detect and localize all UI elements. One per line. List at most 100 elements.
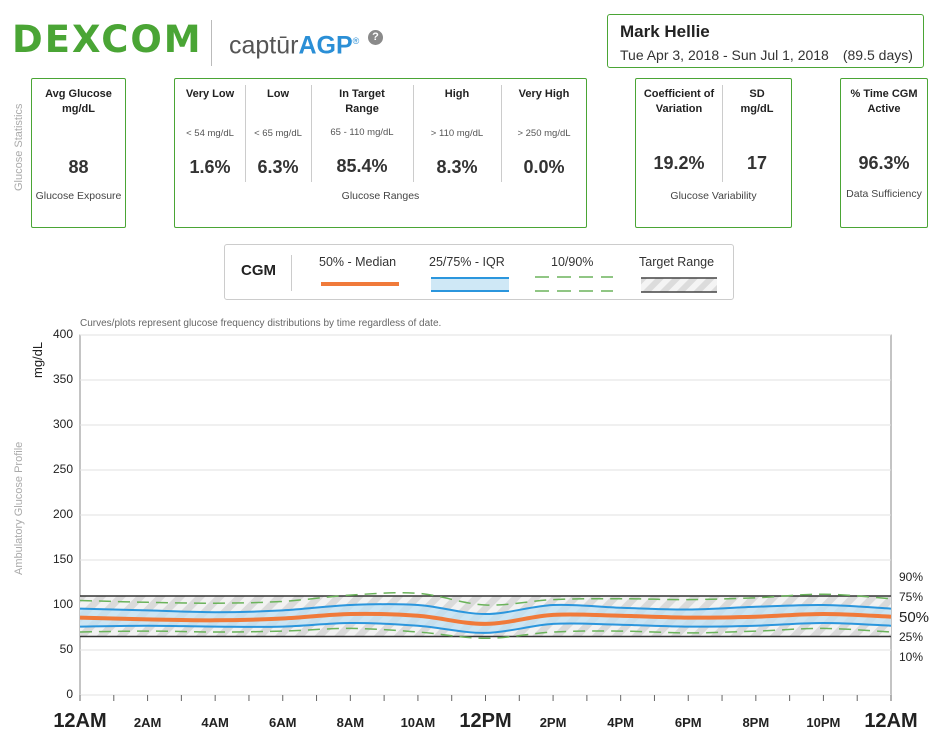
range-value: 85.4% [336,156,388,176]
patient-name: Mark Hellie [620,22,710,41]
y-tick-label: 300 [52,417,73,431]
x-tick-label: 2AM [133,715,162,730]
x-tick-label: 6AM [269,715,297,730]
avg-glucose-value: 88 [68,157,89,177]
range-title: Very Low [185,88,235,100]
cgm-active-caption: Data Sufficiency [846,188,922,200]
legend-p10-90-swatch [535,276,613,292]
avg-glucose-caption: Glucose Exposure [35,190,122,202]
y-tick-label: 0 [66,687,73,701]
y-tick-label: 350 [52,372,73,386]
report-period: Tue Apr 3, 2018 - Sun Jul 1, 2018 (89.5 d… [620,45,923,65]
sd-column: SD mg/dL 17 [722,79,792,227]
cgm-active-box: % Time CGM Active 96.3% Data Sufficiency [840,78,928,228]
range-low: Low < 65 mg/dL 6.3% [245,79,311,227]
cgm-active-value: 96.3% [858,153,910,173]
legend-title: CGM [241,262,276,279]
x-tick-label: 12PM [459,710,512,732]
y-tick-label: 100 [52,597,73,611]
range-title: Low [267,88,289,100]
x-tick-label: 8PM [742,715,770,730]
y-tick-label: 250 [52,462,73,476]
range-threshold: > 110 mg/dL [430,128,484,139]
sd-value: 17 [746,153,768,173]
cv-column: Coefficient of Variation 19.2% [636,79,722,227]
x-tick-label: 12AM [53,710,107,732]
column-divider [413,85,414,182]
x-tick-label: 10AM [400,715,436,730]
percentile-label: 90% [899,570,924,584]
range-title: High [444,88,470,100]
x-tick-label: 6PM [674,715,702,730]
registered-mark: ® [352,36,360,46]
glucose-ranges-box: Very Low < 54 mg/dL 1.6% Low < 65 mg/dL … [174,78,587,228]
percentile-label: 50% [899,609,930,626]
range-threshold: < 65 mg/dL [254,128,302,139]
header-divider [211,20,212,66]
range-threshold: 65 - 110 mg/dL [330,127,394,138]
range-threshold: > 250 mg/dL [517,128,571,139]
x-tick-label: 12AM [864,710,918,732]
legend-target-swatch [641,277,717,293]
x-tick-label: 8AM [336,715,365,730]
day-count: (89.5 days) [842,47,913,63]
range-value: 6.3% [257,157,299,177]
x-tick-label: 4PM [607,715,635,730]
range-high: High > 110 mg/dL 8.3% [413,79,501,227]
glucose-variability-box: Coefficient of Variation 19.2% SD mg/dL … [635,78,792,228]
y-tick-label: 150 [52,552,73,566]
range-value: 8.3% [436,157,478,177]
range-very-low: Very Low < 54 mg/dL 1.6% [175,79,245,227]
chart-note: Curves/plots represent glucose frequency… [80,318,442,329]
p25-line [79,621,892,634]
legend-p10-90-label: 10/90% [551,255,594,269]
p90-line [79,591,892,606]
product-prefix: captūr [229,31,299,60]
legend-median-label: 50% - Median [319,255,397,269]
chart-legend: CGM 50% - Median 25/75% - IQR 10/90% Tar… [224,244,734,300]
x-tick-label: 2PM [539,715,567,730]
legend-iqr-label: 25/75% - IQR [429,255,505,269]
help-icon[interactable]: ? [368,30,383,45]
cv-title: Coefficient of Variation [643,88,715,115]
x-tick-label: 10PM [806,715,841,730]
range-title: In Target Range [339,88,385,115]
patient-info-box: Mark Hellie Tue Apr 3, 2018 - Sun Jul 1,… [607,14,924,68]
p75-line [79,603,892,616]
glucose-variability-caption: Glucose Variability [670,190,757,202]
range-value: 0.0% [523,157,565,177]
legend-target-label: Target Range [639,255,715,269]
range-title: Very High [518,88,570,100]
percentile-label: 75% [899,590,924,604]
sd-title: SD mg/dL [740,88,774,115]
x-tick-label: 4AM [201,715,229,730]
date-range: Tue Apr 3, 2018 - Sun Jul 1, 2018 [620,47,829,63]
product-suffix: AGP [298,31,353,60]
column-divider [501,85,502,182]
dexcom-logo: DEXCOM [12,18,203,61]
percentile-label: 10% [899,650,924,664]
range-very-high: Very High > 250 mg/dL 0.0% [501,79,587,227]
range-in-target: In Target Range 65 - 110 mg/dL 85.4% [311,79,413,227]
clarity-agp-logo: captūrAGP® [229,26,359,60]
column-divider [245,85,246,182]
p10-line [79,627,892,640]
legend-iqr-swatch [431,277,509,292]
legend-divider [291,255,292,291]
cgm-active-title: % Time CGM Active [850,88,918,115]
legend-median-swatch [321,282,399,286]
column-divider [311,85,312,182]
avg-glucose-box: Avg Glucose mg/dL 88 Glucose Exposure [31,78,126,228]
y-tick-label: 200 [52,507,73,521]
y-tick-label: 50 [59,642,73,656]
range-value: 1.6% [189,157,231,177]
glucose-ranges-caption: Glucose Ranges [341,190,420,202]
y-tick-label: 400 [52,327,73,341]
column-divider [722,85,723,182]
median-line [79,611,892,626]
range-threshold: < 54 mg/dL [186,128,234,139]
percentile-label: 25% [899,630,924,644]
cv-value: 19.2% [653,153,705,173]
avg-glucose-title: Avg Glucose mg/dL [45,88,112,115]
